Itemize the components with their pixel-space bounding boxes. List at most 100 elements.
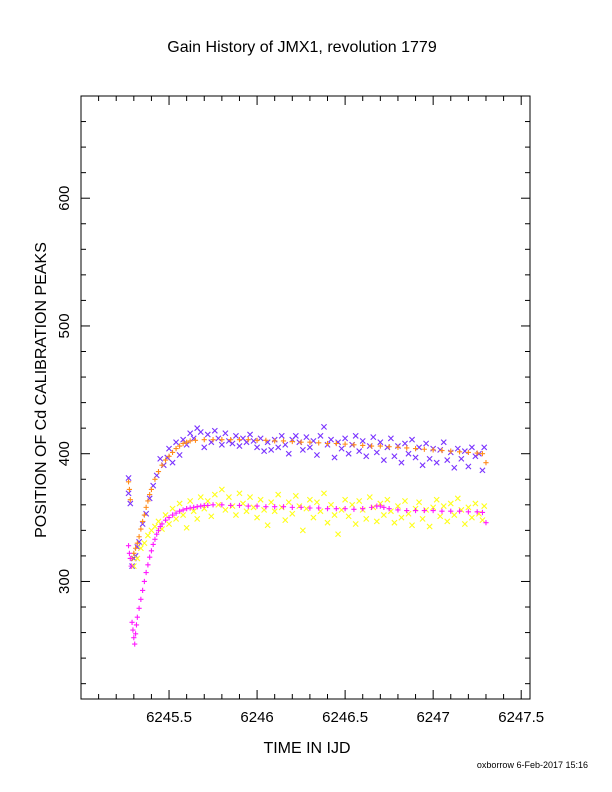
data-point — [173, 510, 179, 516]
data-point — [236, 437, 243, 443]
data-point — [159, 462, 165, 468]
data-point — [345, 513, 352, 520]
data-point — [205, 502, 211, 509]
series-3 — [125, 502, 489, 647]
data-points — [125, 423, 489, 647]
data-point — [474, 450, 480, 456]
data-point — [141, 578, 147, 585]
data-point — [335, 531, 342, 538]
data-point — [210, 502, 216, 508]
data-point — [197, 494, 204, 501]
data-point — [387, 435, 394, 442]
data-point — [211, 427, 218, 434]
data-point — [127, 555, 133, 562]
data-point — [180, 440, 186, 447]
data-point — [148, 548, 155, 554]
data-point — [140, 587, 146, 594]
data-point — [278, 432, 285, 439]
data-point — [215, 501, 222, 508]
data-point — [177, 443, 183, 449]
data-point — [433, 459, 440, 466]
data-point — [373, 449, 380, 456]
data-point — [263, 437, 269, 443]
data-point — [247, 494, 254, 501]
data-point — [201, 444, 208, 451]
data-point — [412, 507, 419, 514]
data-point — [465, 504, 472, 511]
data-point — [173, 446, 179, 452]
data-point — [236, 443, 243, 450]
data-point — [169, 449, 176, 456]
data-point — [437, 513, 444, 520]
data-point — [184, 506, 190, 512]
data-point — [333, 440, 339, 447]
data-point — [395, 444, 401, 450]
y-axis-label: POSITION OF Cd CALIBRATION PEAKS — [33, 242, 50, 538]
data-point — [412, 446, 419, 452]
data-point — [380, 512, 387, 519]
data-point — [481, 503, 488, 510]
data-point — [272, 504, 278, 510]
data-point — [232, 432, 239, 439]
data-point — [218, 441, 225, 448]
data-point — [352, 520, 359, 527]
data-point — [130, 563, 137, 570]
data-point — [342, 441, 348, 447]
data-point — [359, 437, 366, 444]
data-point — [391, 453, 398, 460]
data-point — [360, 442, 366, 449]
series-1 — [125, 437, 489, 562]
data-point — [127, 497, 133, 503]
data-point — [191, 504, 197, 510]
x-tick-label: 6246 — [240, 709, 273, 726]
x-tick-label: 6246.5 — [322, 709, 368, 726]
data-point — [228, 437, 234, 443]
data-point — [154, 531, 160, 537]
data-point — [423, 440, 430, 447]
data-point — [219, 502, 225, 508]
data-point — [368, 504, 375, 510]
data-point — [331, 454, 338, 461]
data-point — [152, 476, 158, 482]
data-point — [458, 455, 465, 462]
data-point — [306, 444, 313, 451]
data-point — [468, 514, 475, 521]
data-point — [324, 440, 331, 447]
data-point — [194, 515, 201, 522]
data-point — [280, 504, 287, 510]
data-point — [162, 512, 169, 519]
data-point — [465, 463, 472, 470]
data-point — [176, 500, 183, 507]
data-point — [263, 504, 269, 510]
data-point — [159, 521, 165, 527]
data-point — [257, 496, 264, 503]
data-point — [254, 514, 261, 521]
data-point — [144, 532, 151, 539]
data-point — [232, 512, 239, 519]
data-point — [126, 486, 133, 493]
x-axis-label: TIME IN IJD — [263, 740, 350, 757]
data-point — [404, 507, 410, 514]
data-point — [208, 513, 215, 520]
data-point — [377, 443, 383, 449]
data-point — [275, 444, 282, 451]
data-point — [264, 522, 271, 529]
data-point — [303, 434, 310, 441]
data-point — [299, 527, 306, 534]
y-tick-label: 400 — [56, 441, 73, 466]
data-point — [166, 520, 173, 527]
data-point — [268, 499, 275, 506]
data-point — [363, 515, 370, 522]
data-point — [275, 491, 282, 498]
data-point — [454, 495, 461, 502]
data-point — [280, 438, 287, 444]
data-point — [125, 479, 132, 485]
data-point — [373, 518, 380, 525]
data-point — [155, 468, 162, 475]
data-point — [187, 505, 193, 511]
chart-title: Gain History of JMX1, revolution 1779 — [167, 39, 437, 56]
data-point — [183, 524, 190, 531]
data-point — [173, 515, 180, 522]
data-point — [439, 447, 445, 454]
data-point — [289, 438, 295, 445]
